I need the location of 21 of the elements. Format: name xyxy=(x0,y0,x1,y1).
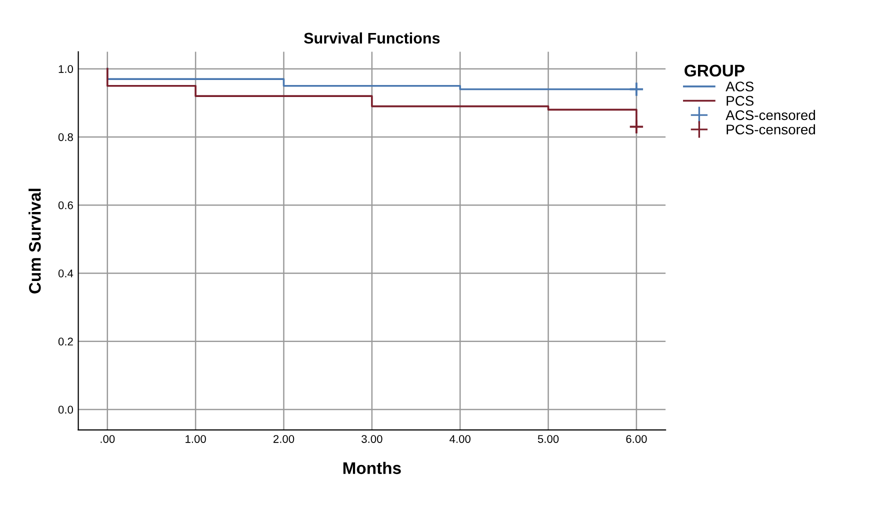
x-tick-label: 6.00 xyxy=(626,435,647,443)
legend-label: PCS xyxy=(726,96,754,106)
y-axis-title: Cum Survival xyxy=(28,188,41,294)
y-tick-label: 0.0 xyxy=(58,406,74,414)
y-tick-label: 0.2 xyxy=(58,338,73,346)
x-axis-title: Months xyxy=(343,462,401,474)
legend-label: ACS-censored xyxy=(726,110,816,120)
legend-label: ACS xyxy=(726,82,754,92)
x-tick-label: .00 xyxy=(100,435,115,443)
x-tick-label: 3.00 xyxy=(362,435,382,443)
x-tick-label: 2.00 xyxy=(273,435,294,443)
y-tick-label: 1.0 xyxy=(58,65,74,73)
chart-title: Survival Functions xyxy=(304,32,440,44)
legend-title: GROUP xyxy=(684,64,744,77)
y-tick-label: 0.4 xyxy=(58,270,74,278)
legend-label: PCS-censored xyxy=(726,124,816,134)
x-tick-label: 4.00 xyxy=(450,435,470,443)
x-tick-label: 1.00 xyxy=(186,435,206,443)
x-tick-label: 5.00 xyxy=(538,435,559,443)
y-tick-label: 0.8 xyxy=(58,133,73,142)
y-tick-label: 0.6 xyxy=(58,201,73,210)
